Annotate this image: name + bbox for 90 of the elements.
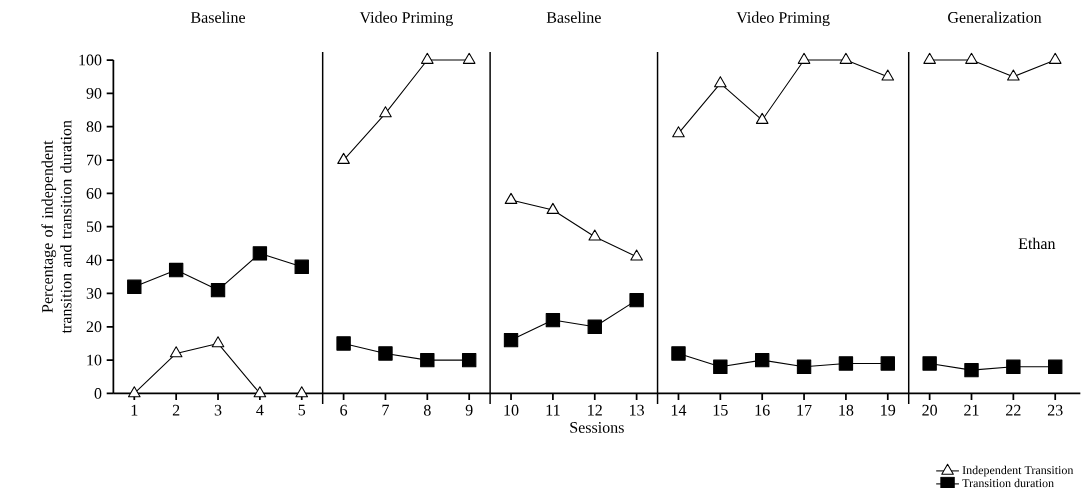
point bbox=[839, 52, 853, 64]
point bbox=[504, 192, 518, 204]
y-tick-label: 10 bbox=[87, 354, 102, 366]
text: Video Priming bbox=[359, 11, 453, 27]
point bbox=[378, 346, 393, 361]
y-tick-label: 20 bbox=[86, 321, 102, 333]
point bbox=[295, 386, 309, 398]
point bbox=[964, 362, 979, 378]
point bbox=[587, 319, 602, 334]
point bbox=[337, 152, 350, 164]
x-tick-label: 15 bbox=[713, 404, 728, 416]
text: Baseline bbox=[546, 11, 601, 23]
point bbox=[169, 346, 183, 358]
point bbox=[462, 52, 476, 64]
point bbox=[630, 249, 643, 261]
point bbox=[965, 52, 978, 64]
point bbox=[838, 356, 854, 371]
x-tick-label: 22 bbox=[1006, 404, 1021, 416]
x-tick-label: 11 bbox=[546, 404, 560, 416]
x-tick-label: 21 bbox=[964, 404, 979, 416]
point bbox=[168, 262, 184, 278]
x-tick-label: 17 bbox=[797, 404, 812, 416]
x-tick-label: 16 bbox=[755, 404, 770, 416]
y-tick-label: 70 bbox=[87, 154, 102, 166]
point bbox=[1048, 359, 1063, 374]
y-tick-label: 60 bbox=[86, 187, 102, 199]
point bbox=[210, 282, 226, 298]
y-tick-label: 0 bbox=[94, 387, 102, 399]
text: Video Priming bbox=[736, 11, 830, 27]
point bbox=[545, 312, 561, 328]
point bbox=[1048, 52, 1062, 64]
y-axis-title: Percentage of independent transition and transition duration bbox=[41, 120, 72, 334]
x-tick-label: 13 bbox=[630, 404, 644, 416]
y-tick-label: 50 bbox=[86, 221, 102, 233]
x-tick-label: 8 bbox=[423, 404, 431, 416]
point bbox=[252, 246, 268, 261]
point bbox=[294, 259, 309, 274]
point bbox=[1006, 359, 1021, 374]
y-tick-label: 30 bbox=[86, 287, 102, 299]
x-tick-label: 18 bbox=[839, 404, 854, 416]
x-tick-label: 20 bbox=[922, 404, 938, 416]
y-tick-label: 40 bbox=[86, 254, 102, 266]
point bbox=[127, 279, 142, 294]
point bbox=[672, 126, 685, 138]
point bbox=[755, 112, 769, 124]
point bbox=[881, 69, 895, 81]
text: Generalization bbox=[948, 11, 1042, 23]
point bbox=[461, 352, 477, 368]
x-tick-label: 4 bbox=[256, 404, 264, 416]
point bbox=[713, 359, 728, 374]
x-tick-label: 7 bbox=[382, 404, 389, 416]
legend-label: Independent Transition bbox=[962, 465, 1074, 477]
point bbox=[379, 106, 392, 118]
annotation: Ethan bbox=[1018, 237, 1056, 249]
point bbox=[922, 356, 937, 371]
point bbox=[880, 356, 895, 371]
y-tick-label: 100 bbox=[79, 54, 102, 66]
legend-label: Transition duration bbox=[962, 478, 1054, 488]
x-tick-label: 19 bbox=[881, 404, 896, 416]
x-tick-label: 12 bbox=[588, 404, 602, 416]
x-tick-label: 10 bbox=[504, 404, 519, 416]
point bbox=[796, 359, 812, 374]
x-tick-label: 5 bbox=[298, 404, 306, 416]
x-axis-title: Sessions bbox=[570, 422, 624, 433]
point bbox=[253, 386, 267, 398]
point bbox=[421, 52, 434, 64]
point bbox=[546, 202, 560, 214]
point bbox=[588, 229, 602, 241]
x-tick-label: 14 bbox=[671, 404, 687, 416]
point bbox=[336, 336, 351, 351]
point bbox=[714, 76, 727, 88]
x-tick-label: 9 bbox=[465, 404, 473, 416]
x-tick-label: 3 bbox=[214, 404, 222, 416]
point bbox=[420, 352, 435, 368]
y-tick-label: 80 bbox=[86, 121, 102, 133]
point bbox=[211, 336, 225, 348]
point bbox=[127, 386, 141, 398]
point bbox=[671, 346, 686, 361]
point bbox=[503, 332, 519, 348]
x-tick-label: 2 bbox=[172, 404, 180, 416]
x-tick-label: 23 bbox=[1047, 404, 1063, 416]
point bbox=[754, 352, 770, 368]
point bbox=[1007, 69, 1020, 81]
x-tick-label: 1 bbox=[131, 404, 138, 416]
point bbox=[629, 292, 644, 308]
x-tick-label: 6 bbox=[340, 404, 348, 416]
point bbox=[923, 52, 936, 64]
text: Baseline bbox=[190, 11, 246, 23]
point bbox=[797, 52, 811, 64]
y-tick-label: 90 bbox=[86, 87, 102, 99]
